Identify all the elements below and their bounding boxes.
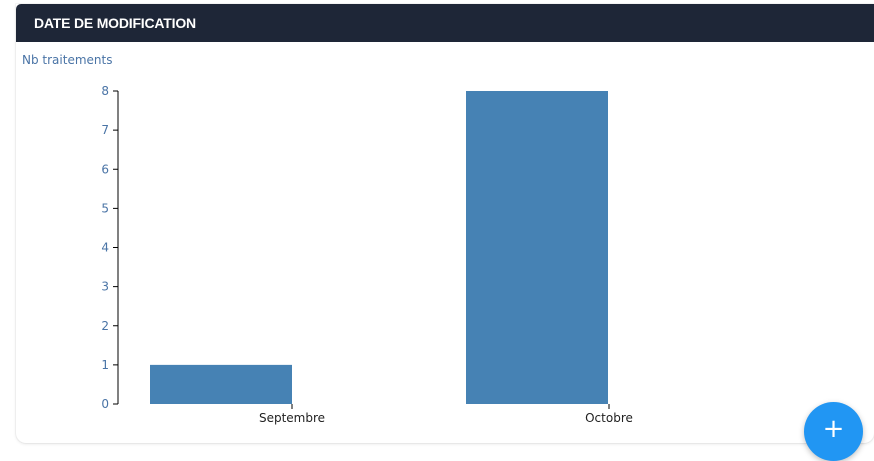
y-axis: 0 1 2 3 4 5 6 7 8 (101, 84, 119, 411)
x-axis: Septembre Octobre (259, 404, 633, 425)
y-tick-label: 6 (101, 162, 109, 176)
y-tick-label: 1 (101, 358, 109, 372)
bar-octobre[interactable] (466, 91, 608, 404)
plus-icon: + (822, 413, 845, 444)
x-tick-label-septembre: Septembre (259, 411, 325, 425)
bars (150, 91, 608, 404)
y-tick-label: 3 (101, 280, 109, 294)
add-button[interactable]: + (804, 402, 863, 461)
x-tick-label-octobre: Octobre (585, 411, 633, 425)
y-tick-label: 2 (101, 319, 109, 333)
y-tick-label: 4 (101, 241, 109, 255)
y-tick-label: 8 (101, 84, 109, 98)
card-title: DATE DE MODIFICATION (34, 15, 196, 31)
y-axis-label: Nb traitements (22, 53, 112, 67)
bar-chart: Nb traitements 0 1 2 3 4 5 6 7 8 Septembre Octobr… (22, 53, 633, 425)
y-tick-label: 7 (101, 123, 109, 137)
bar-septembre[interactable] (150, 364, 292, 404)
y-tick-label: 5 (101, 201, 109, 215)
card-header: DATE DE MODIFICATION (16, 4, 874, 42)
y-tick-label: 0 (101, 397, 109, 411)
